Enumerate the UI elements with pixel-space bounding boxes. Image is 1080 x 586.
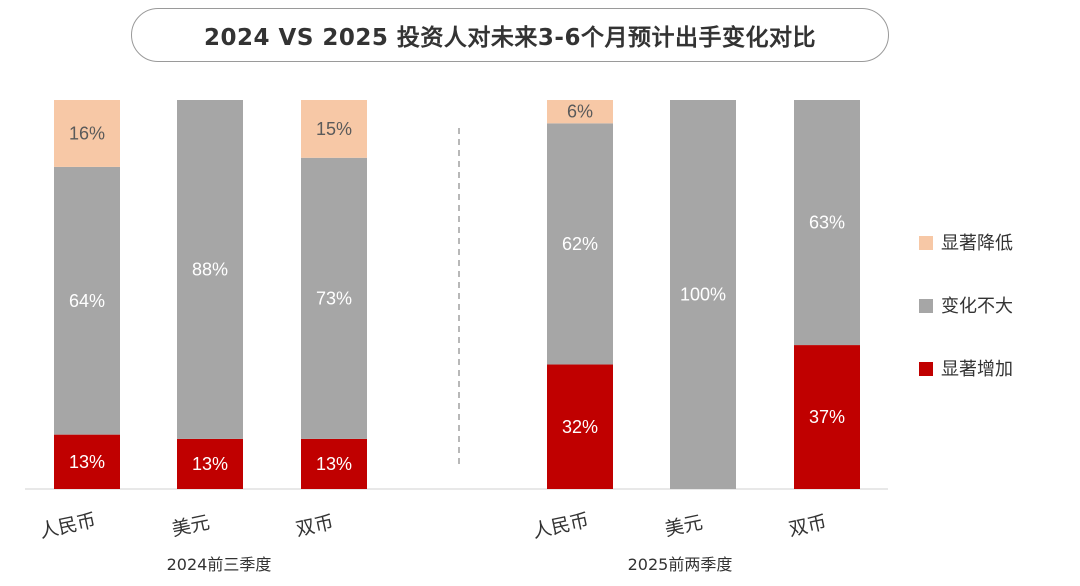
- bar-segment-1-3-1: [301, 438, 367, 489]
- bar-segment-1-3-2: [301, 157, 367, 439]
- bar-segment-1-1-3: [54, 100, 120, 167]
- x-tick-label: 美元: [170, 511, 212, 540]
- group-label: 2025前两季度: [628, 555, 733, 574]
- data-label: 6%: [567, 102, 593, 122]
- x-tick-label: 双币: [294, 511, 336, 540]
- data-label: 13%: [316, 454, 352, 474]
- legend-label: 显著增加: [941, 359, 1013, 380]
- bar-segment-2-1-2: [547, 123, 613, 365]
- bar-segment-2-3-2: [794, 100, 860, 346]
- x-tick-label: 美元: [663, 511, 705, 540]
- group-label: 2024前三季度: [167, 555, 272, 574]
- data-label: 37%: [809, 407, 845, 427]
- chart-title-box: 2024 VS 2025 投资人对未来3-6个月预计出手变化对比: [131, 8, 889, 62]
- bar-segment-2-1-1: [547, 364, 613, 489]
- data-label: 32%: [562, 417, 598, 437]
- data-label: 64%: [69, 291, 105, 311]
- legend-label: 显著降低: [941, 233, 1013, 254]
- bar-segment-1-2-2: [177, 100, 243, 439]
- legend-label: 变化不大: [941, 296, 1013, 317]
- bar-segment-2-2-2: [670, 100, 736, 489]
- x-tick-label: 双币: [787, 511, 829, 540]
- bar-segment-1-1-2: [54, 166, 120, 435]
- legend-swatch: [919, 236, 933, 250]
- data-label: 63%: [809, 213, 845, 233]
- x-tick-label: 人民币: [531, 509, 591, 542]
- bar-segment-2-1-3: [547, 100, 613, 124]
- x-tick-label: 人民币: [38, 509, 98, 542]
- data-label: 62%: [562, 234, 598, 254]
- data-label: 88%: [192, 259, 228, 279]
- data-label: 13%: [69, 452, 105, 472]
- data-label: 100%: [680, 285, 726, 305]
- data-label: 15%: [316, 119, 352, 139]
- data-label: 16%: [69, 123, 105, 143]
- data-label: 13%: [192, 454, 228, 474]
- data-label: 73%: [316, 288, 352, 308]
- legend-swatch: [919, 362, 933, 376]
- chart-title: 2024 VS 2025 投资人对未来3-6个月预计出手变化对比: [204, 25, 816, 51]
- bar-segment-2-3-1: [794, 345, 860, 489]
- bar-segment-1-1-1: [54, 434, 120, 489]
- bar-segment-1-2-1: [177, 438, 243, 489]
- bar-segment-1-3-3: [301, 100, 367, 158]
- legend-swatch: [919, 299, 933, 313]
